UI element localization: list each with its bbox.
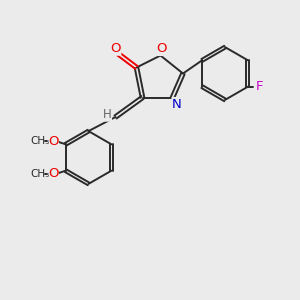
Text: N: N <box>172 98 182 111</box>
Text: CH₃: CH₃ <box>31 169 50 179</box>
Text: O: O <box>48 167 58 180</box>
Text: F: F <box>256 80 263 93</box>
Text: O: O <box>156 42 167 56</box>
Text: O: O <box>110 42 121 55</box>
Text: H: H <box>103 108 112 121</box>
Text: O: O <box>48 135 58 148</box>
Text: CH₃: CH₃ <box>31 136 50 146</box>
